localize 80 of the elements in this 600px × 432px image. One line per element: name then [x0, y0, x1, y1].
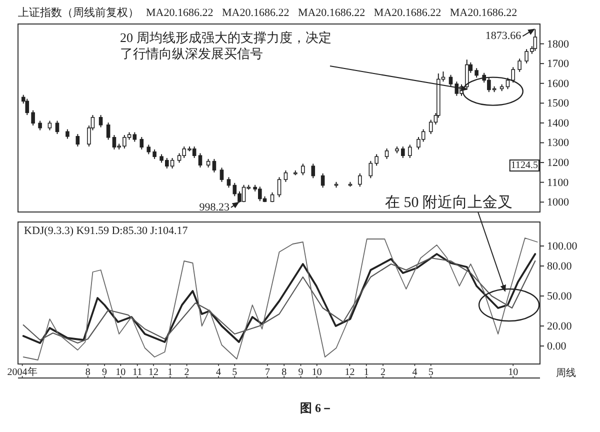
y-tick-label: 1000	[547, 196, 570, 209]
x-tick-label: 10	[116, 367, 126, 378]
candlestick	[106, 122, 110, 140]
y-tick-label: 100.00	[547, 240, 578, 252]
candlestick	[220, 167, 224, 182]
candlestick	[38, 120, 42, 131]
candlestick	[518, 58, 522, 72]
caption: 图 6－	[300, 401, 333, 415]
candlestick	[374, 154, 378, 166]
x-tick-label: 10	[508, 367, 518, 378]
candlestick	[301, 163, 305, 176]
x-tick-label: 2	[380, 367, 386, 378]
candlestick	[277, 176, 282, 198]
candlestick	[401, 146, 405, 158]
x-tick-label: 1	[364, 367, 369, 378]
candlestick	[533, 28, 538, 52]
annotation: 998.23	[199, 201, 230, 214]
chart-title: 上证指数（周线前复权）	[18, 6, 139, 19]
x-tick-label: 7	[264, 367, 270, 378]
y-tick-label: 1700	[547, 58, 570, 70]
candlestick	[284, 170, 288, 182]
x-tick-label: 8	[282, 367, 287, 378]
chart-subtitle: MA20.1686.22 MA20.1686.22 MA20.1686.22 MA20.1686.22 MA20.1686.22	[146, 7, 518, 19]
x-tick-label: 12	[344, 367, 355, 378]
x-tick-label: 2004年	[7, 366, 38, 378]
x-tick-label: 8	[85, 367, 90, 378]
y-tick-label: 20.00	[547, 320, 572, 332]
y-tick-label: 1400	[547, 117, 570, 130]
candlestick	[132, 132, 137, 142]
candlestick	[198, 152, 202, 168]
candlestick	[152, 148, 156, 160]
x-tick-label: 1	[168, 367, 173, 378]
candlestick	[98, 114, 103, 128]
x-tick-label: 2	[184, 367, 190, 378]
candlestick	[474, 68, 478, 78]
candlestick	[511, 66, 516, 84]
candlestick	[212, 158, 216, 173]
x-tick-label: 5	[428, 367, 434, 378]
candlestick	[320, 172, 325, 188]
y-tick-label: 1800	[547, 38, 570, 50]
candlestick	[368, 160, 373, 179]
y-tick-label: 50.00	[547, 290, 572, 302]
y-tick-label: 1200	[547, 157, 570, 170]
annotation: 1124.5	[510, 160, 538, 171]
text: 周线	[556, 367, 576, 379]
x-tick-label: 11	[132, 367, 142, 378]
annotation: 在 50 附近向上金叉	[385, 194, 512, 211]
candlestick	[55, 120, 60, 135]
candlestick	[448, 74, 453, 87]
y-tick-label: 1500	[547, 98, 570, 110]
y-tick-label: 80.00	[547, 260, 572, 272]
candlestick	[464, 59, 469, 90]
y-tick-label: 0.00	[547, 340, 567, 352]
x-tick-label: 5	[232, 367, 238, 378]
candlestick	[226, 176, 231, 188]
candlestick	[384, 148, 389, 160]
candlestick	[31, 110, 35, 126]
candlestick	[25, 98, 30, 116]
candlestick	[408, 144, 412, 158]
y-tick-label: 1300	[547, 137, 570, 150]
annotation: 20 周均线形成强大的支撑力度，决定了行情向纵深发展买信号	[120, 30, 332, 61]
x-tick-label: 10	[312, 367, 322, 378]
line-series	[22, 238, 538, 360]
x-tick-label: 4	[412, 367, 418, 378]
x-tick-label: 12	[148, 367, 158, 378]
candlestick	[146, 144, 151, 155]
candlestick	[506, 77, 510, 90]
chart-title: KDJ(9.3.3) K91.59 D:85.30 J:104.17	[24, 225, 188, 237]
x-tick-label: 9	[298, 367, 304, 378]
annotation: 1873.66	[485, 30, 522, 42]
candlestick	[311, 163, 316, 179]
x-tick-label: 9	[102, 367, 108, 378]
y-tick-label: 1600	[547, 78, 570, 90]
candlestick	[76, 134, 80, 147]
candlestick	[48, 120, 52, 131]
y-tick-label: 1100	[547, 176, 570, 189]
candlestick	[66, 128, 70, 140]
candlestick	[140, 136, 144, 150]
x-tick-label: 4	[216, 367, 222, 378]
candlestick	[358, 172, 362, 188]
